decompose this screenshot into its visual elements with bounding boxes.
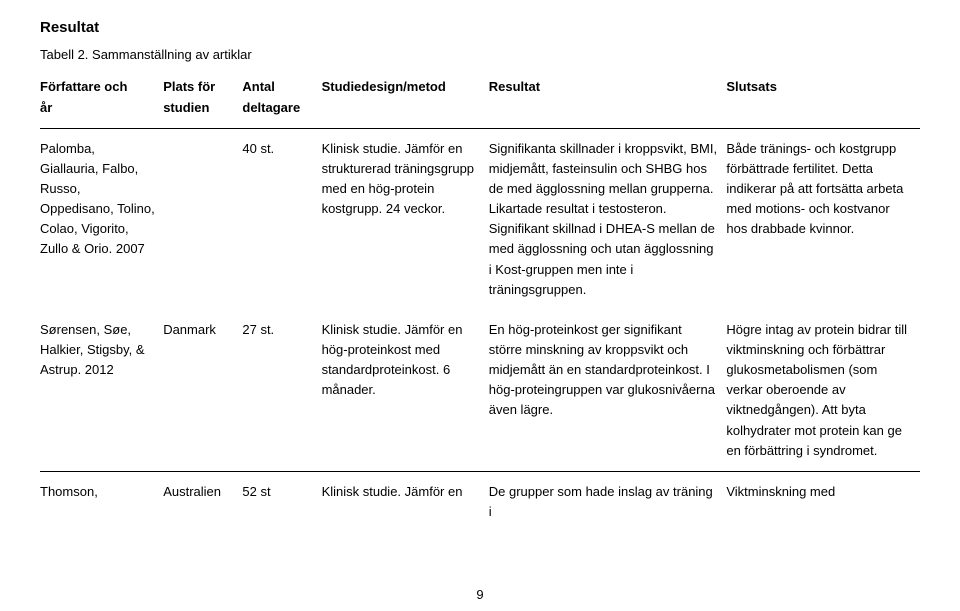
table-head: Författare och år Plats för studien Anta…	[40, 77, 920, 128]
col-header-text: deltagare	[242, 100, 300, 115]
table-row: Palomba, Giallauria, Falbo, Russo, Opped…	[40, 128, 920, 310]
table-row: Sørensen, Søe, Halkier, Stigsby, & Astru…	[40, 310, 920, 471]
cell-conclusion: Viktminskning med	[726, 471, 920, 532]
col-header-text: Resultat	[489, 79, 540, 94]
cell-result: En hög-proteinkost ger signifikant störr…	[489, 310, 727, 471]
cell-place: Danmark	[163, 310, 242, 471]
page-number: 9	[0, 585, 960, 605]
col-header-text: Studiedesign/metod	[322, 79, 446, 94]
cell-method: Klinisk studie. Jämför en hög-proteinkos…	[322, 310, 489, 471]
cell-n: 27 st.	[242, 310, 321, 471]
section-heading: Resultat	[40, 16, 920, 39]
cell-n: 40 st.	[242, 128, 321, 310]
cell-author: Palomba, Giallauria, Falbo, Russo, Opped…	[40, 128, 163, 310]
cell-author: Thomson,	[40, 471, 163, 532]
col-header-result: Resultat	[489, 77, 727, 128]
cell-result: De grupper som hade inslag av träning i	[489, 471, 727, 532]
cell-author: Sørensen, Søe, Halkier, Stigsby, & Astru…	[40, 310, 163, 471]
article-summary-table: Författare och år Plats för studien Anta…	[40, 77, 920, 532]
col-header-n: Antal deltagare	[242, 77, 321, 128]
cell-place: Australien	[163, 471, 242, 532]
cell-method: Klinisk studie. Jämför en strukturerad t…	[322, 128, 489, 310]
table-row: Thomson, Australien 52 st Klinisk studie…	[40, 471, 920, 532]
cell-method: Klinisk studie. Jämför en	[322, 471, 489, 532]
col-header-text: Plats för	[163, 79, 215, 94]
cell-conclusion: Både tränings- och kostgrupp förbättrade…	[726, 128, 920, 310]
col-header-method: Studiedesign/metod	[322, 77, 489, 128]
cell-n: 52 st	[242, 471, 321, 532]
col-header-author: Författare och år	[40, 77, 163, 128]
table-body: Palomba, Giallauria, Falbo, Russo, Opped…	[40, 128, 920, 532]
cell-result: Signifikanta skillnader i kroppsvikt, BM…	[489, 128, 727, 310]
cell-conclusion: Högre intag av protein bidrar till viktm…	[726, 310, 920, 471]
col-header-text: Slutsats	[726, 79, 777, 94]
col-header-text: studien	[163, 100, 209, 115]
col-header-place: Plats för studien	[163, 77, 242, 128]
col-header-text: Författare och	[40, 79, 127, 94]
col-header-conclusion: Slutsats	[726, 77, 920, 128]
page: Resultat Tabell 2. Sammanställning av ar…	[0, 0, 960, 532]
col-header-text: år	[40, 100, 52, 115]
col-header-text: Antal	[242, 79, 275, 94]
table-caption: Tabell 2. Sammanställning av artiklar	[40, 45, 920, 65]
cell-place	[163, 128, 242, 310]
